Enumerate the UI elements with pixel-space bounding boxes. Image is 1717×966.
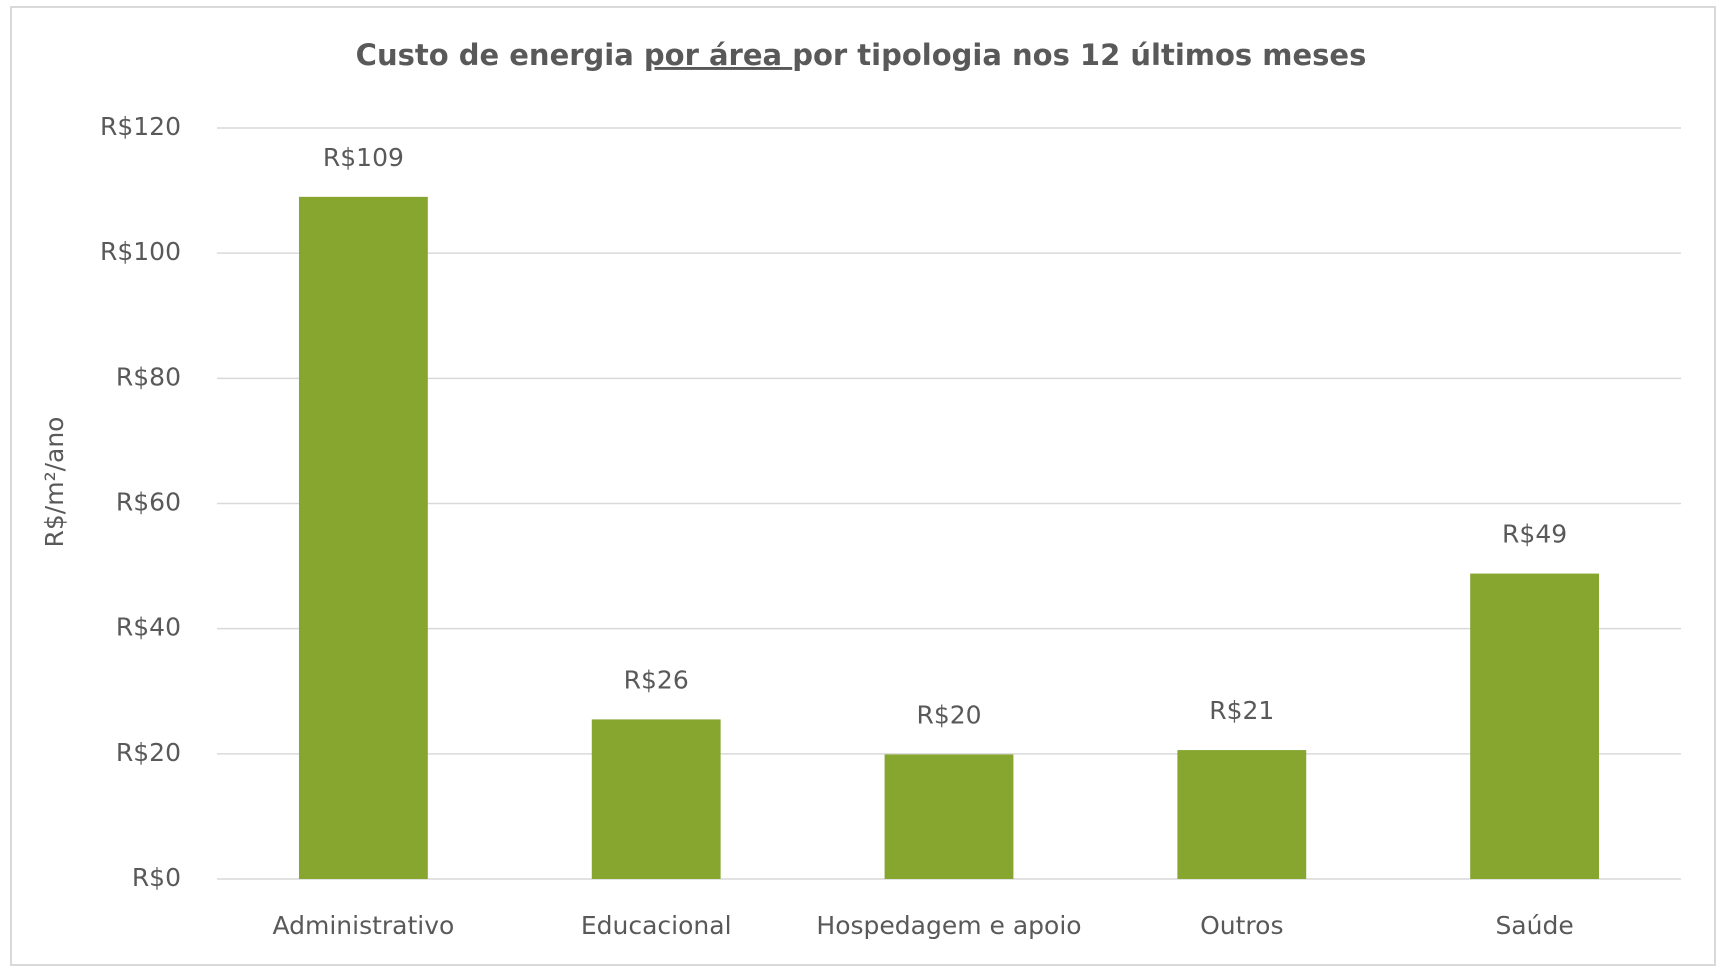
x-tick-label: Educacional (581, 911, 732, 940)
x-tick-label: Hospedagem e apoio (816, 911, 1081, 940)
x-tick-label: Saúde (1495, 911, 1573, 940)
y-tick-label: R$20 (116, 738, 181, 767)
title-part: Custo de energia (356, 38, 644, 72)
bar (591, 719, 721, 879)
title-part: por área (644, 38, 792, 72)
bar (1470, 573, 1600, 879)
data-label: R$20 (916, 700, 981, 729)
y-axis-label: R$/m²/ano (40, 417, 69, 548)
x-tick-label: Administrativo (272, 911, 454, 940)
chart-title: Custo de energia por área por tipologia … (356, 38, 1367, 72)
y-tick-label: R$40 (116, 613, 181, 642)
y-tick-label: R$0 (132, 863, 181, 892)
y-tick-label: R$80 (116, 362, 181, 391)
data-label: R$109 (323, 143, 404, 172)
y-tick-label: R$120 (100, 112, 181, 141)
chart-frame (10, 6, 1716, 966)
data-label: R$49 (1502, 520, 1567, 549)
bar (884, 754, 1014, 879)
y-tick-label: R$100 (100, 237, 181, 266)
y-tick-label: R$60 (116, 488, 181, 517)
data-label: R$26 (624, 665, 689, 694)
x-tick-label: Outros (1200, 911, 1283, 940)
bar (1177, 750, 1307, 879)
title-part: por tipologia nos 12 últimos meses (792, 38, 1366, 72)
data-label: R$21 (1209, 696, 1274, 725)
bar (298, 196, 428, 879)
